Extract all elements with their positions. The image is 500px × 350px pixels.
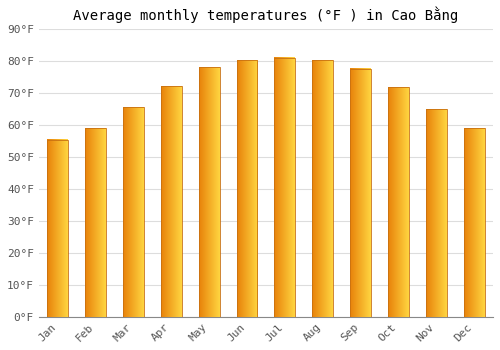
Title: Average monthly temperatures (°F ) in Cao Bằng: Average monthly temperatures (°F ) in Ca… xyxy=(74,7,458,23)
Bar xyxy=(85,128,106,317)
Bar xyxy=(198,67,220,317)
Bar xyxy=(123,107,144,317)
Bar xyxy=(236,61,258,317)
Bar xyxy=(426,109,446,317)
Bar xyxy=(312,61,333,317)
Bar xyxy=(388,87,409,317)
Bar xyxy=(274,58,295,317)
Bar xyxy=(161,86,182,317)
Bar xyxy=(350,69,371,317)
Bar xyxy=(48,140,68,317)
Bar xyxy=(464,128,484,317)
